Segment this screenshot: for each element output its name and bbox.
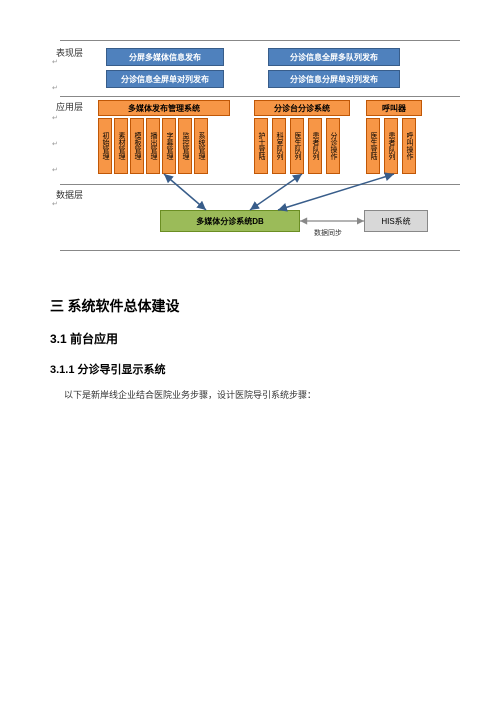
ret-mark: ↵ — [52, 58, 58, 66]
mod-14: 患者队列 — [384, 118, 398, 174]
db-box: 多媒体分诊系统DB — [160, 210, 300, 232]
mod-11: 患者队列 — [308, 118, 322, 174]
mod-12: 分诊操作 — [326, 118, 340, 174]
heading-2: 三 系统软件总体建设 — [50, 296, 450, 316]
body-paragraph: 以下是新岸线企业结合医院业务步骤，设计医院导引系统步骤： — [64, 387, 450, 403]
mod-8: 护士登陆 — [254, 118, 268, 174]
app-group-3: 呼叫器 — [366, 100, 422, 116]
app-group-2: 分诊台分诊系统 — [254, 100, 350, 116]
pres-box-4: 分诊信息分屏单对列发布 — [268, 70, 400, 88]
architecture-diagram: 表现层 应用层 数据层 ↵ ↵ ↵ ↵ ↵ ↵ 分屏多媒体信息发布 分诊信息全屏… — [60, 40, 460, 260]
sync-label: 数据同步 — [314, 228, 342, 238]
mod-4: 播出管理 — [146, 118, 160, 174]
his-box: HIS系统 — [364, 210, 428, 232]
pres-box-3: 分诊信息全屏单对列发布 — [106, 70, 224, 88]
mod-5: 字幕管理 — [162, 118, 176, 174]
pres-box-1: 分屏多媒体信息发布 — [106, 48, 224, 66]
mod-10: 医生队列 — [290, 118, 304, 174]
app-group-1: 多媒体发布管理系统 — [98, 100, 230, 116]
mod-6: 监控管理 — [178, 118, 192, 174]
ret-mark: ↵ — [52, 114, 58, 122]
ret-mark: ↵ — [52, 84, 58, 92]
heading-4: 3.1.1 分诊导引显示系统 — [50, 361, 450, 377]
ret-mark: ↵ — [52, 140, 58, 148]
heading-3: 3.1 前台应用 — [50, 330, 450, 347]
pres-box-2: 分诊信息全屏多队列发布 — [268, 48, 400, 66]
mod-13: 医生登陆 — [366, 118, 380, 174]
ret-mark: ↵ — [52, 200, 58, 208]
ret-mark: ↵ — [52, 166, 58, 174]
mod-9: 科室队列 — [272, 118, 286, 174]
mod-2: 素材管理 — [114, 118, 128, 174]
layer-label-data: 数据层 — [56, 188, 83, 201]
mod-1: 初始管理 — [98, 118, 112, 174]
layer-label-presentation: 表现层 — [56, 46, 83, 59]
mod-15: 呼叫操作 — [402, 118, 416, 174]
mod-3: 模板管理 — [130, 118, 144, 174]
layer-label-application: 应用层 — [56, 100, 83, 113]
mod-7: 系统管理 — [194, 118, 208, 174]
